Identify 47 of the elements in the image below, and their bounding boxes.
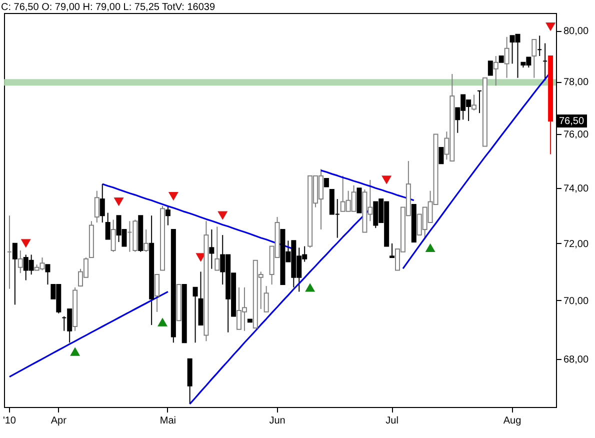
point [114, 197, 124, 206]
candlestick [12, 242, 18, 306]
y-tick-label: 68,00 [564, 354, 589, 366]
candlestick [504, 36, 510, 78]
candlestick [264, 285, 269, 312]
point [546, 22, 556, 32]
candlestick [532, 38, 537, 78]
candlestick [105, 212, 110, 240]
x-tick-label: Jul [386, 416, 398, 426]
point [20, 239, 31, 248]
point [70, 347, 80, 356]
chart-title: C: 76,50 O: 79,00 H: 79,00 L: 75,25 TotV: 16039 [1, 2, 216, 13]
candlestick [45, 264, 50, 286]
text: 76,50 [559, 116, 584, 127]
point [425, 243, 436, 252]
candlestick [488, 60, 493, 76]
y-tick-label: 80,00 [564, 26, 589, 38]
point [168, 192, 178, 201]
x-tick-label: Apr [50, 416, 68, 426]
y-tick-label: 72,00 [564, 238, 589, 250]
point [157, 318, 168, 326]
candlestick [214, 226, 220, 271]
candlestick [192, 286, 198, 344]
y-tick-label: 76,00 [564, 130, 589, 141]
candlestick [144, 228, 149, 252]
candlestick [154, 274, 160, 312]
point [218, 211, 228, 220]
point [305, 283, 316, 292]
candlestick [209, 228, 214, 270]
candlestick [493, 56, 498, 86]
x-tick-label: Aug [503, 416, 522, 426]
candlestick [110, 219, 116, 252]
candlestick [390, 242, 395, 258]
candlestick [165, 205, 170, 226]
candlestick [100, 183, 105, 223]
candlestick [94, 190, 100, 223]
x-tick-label: '10 [2, 416, 16, 426]
line-series [320, 170, 415, 202]
candlestick [472, 94, 477, 111]
y-tick-label: 70,00 [564, 296, 589, 307]
x-tick-label: Jun [269, 416, 286, 426]
candlestick [18, 250, 23, 274]
candlestick [438, 147, 444, 164]
x-tick-label: Mai [160, 416, 176, 426]
point [382, 176, 392, 184]
y-tick-label: 78,00 [564, 77, 589, 88]
y-tick-label: 74,00 [564, 184, 589, 195]
